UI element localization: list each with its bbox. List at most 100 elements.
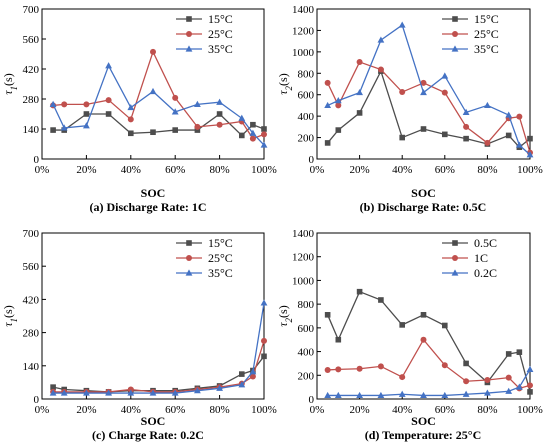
data-point [515, 383, 523, 390]
y-axis-label-sub: 2 [284, 317, 294, 322]
series-line-2 [327, 338, 531, 390]
data-point [484, 139, 491, 146]
data-point [335, 366, 342, 373]
legend-entry: 25°C [474, 27, 499, 41]
data-point [334, 391, 342, 399]
data-point [441, 391, 449, 399]
legend-entry: 35°C [208, 42, 233, 56]
y-axis-label: τ2(s) [276, 73, 294, 94]
y-tick-label: 1200 [292, 25, 315, 37]
y-axis-label-unit: (s) [276, 73, 290, 86]
data-point [324, 101, 332, 109]
legend-entry: 25°C [208, 251, 233, 265]
x-axis-label: SOC [141, 186, 166, 200]
plot-frame [316, 8, 531, 160]
data-point [60, 124, 68, 131]
x-tick-label: 20% [350, 164, 370, 176]
data-point [127, 389, 135, 396]
data-point [526, 365, 534, 372]
data-point [150, 129, 156, 136]
legend-entry: 35°C [208, 266, 233, 280]
data-point [261, 131, 267, 138]
data-point [49, 389, 57, 396]
data-point [399, 322, 405, 328]
y-tick-label: 560 [23, 261, 40, 273]
y-tick-label: 1400 [292, 4, 315, 16]
y-tick-label: 0 [309, 154, 315, 166]
legend-marker [186, 255, 192, 261]
data-point [441, 362, 448, 369]
data-point [216, 121, 223, 128]
legend-marker [186, 31, 192, 37]
data-point [377, 66, 384, 73]
legend-marker [452, 255, 458, 261]
x-tick-label: 60% [165, 164, 185, 176]
data-point [335, 102, 342, 109]
legend-entry: 35°C [474, 42, 499, 56]
data-point [398, 21, 406, 28]
y-axis-label-main: τ [1, 90, 15, 95]
data-point [216, 384, 223, 391]
data-point [399, 89, 406, 96]
data-point [505, 351, 512, 357]
x-axis-label: SOC [411, 414, 436, 428]
data-point [172, 127, 178, 133]
series-line-3 [53, 302, 265, 394]
y-tick-label: 400 [298, 111, 315, 123]
x-tick-label: 40% [121, 164, 141, 176]
data-point [261, 353, 267, 360]
data-point [484, 101, 491, 109]
x-tick-label: 60% [435, 164, 455, 176]
y-tick-label: 200 [298, 133, 315, 145]
y-axis-label: τ1(s) [1, 305, 19, 326]
data-point [216, 98, 223, 105]
data-point [462, 390, 470, 397]
x-tick-label: 0% [35, 164, 50, 176]
data-point [171, 108, 179, 115]
legend-entry: 0.2C [474, 266, 497, 280]
x-axis-label: SOC [141, 414, 166, 428]
y-axis-label-unit: (s) [1, 73, 15, 86]
data-point [324, 391, 332, 399]
y-tick-label: 600 [298, 323, 315, 335]
legend-entry: 1C [474, 251, 488, 265]
series-line-1 [327, 69, 531, 149]
data-point [484, 389, 491, 396]
data-point [420, 391, 427, 399]
x-tick-label: 40% [392, 404, 412, 416]
legend-marker [186, 16, 192, 22]
data-point [324, 140, 331, 146]
data-point [420, 88, 427, 96]
data-point [356, 59, 363, 66]
legend-entry: 15°C [474, 12, 499, 26]
data-point [334, 97, 342, 104]
data-point [399, 134, 405, 141]
y-tick-label: 200 [298, 370, 315, 382]
data-point [261, 126, 267, 132]
y-tick-label: 420 [23, 64, 40, 76]
y-tick-label: 280 [23, 328, 40, 340]
x-tick-label: 80% [477, 164, 497, 176]
data-point [516, 349, 523, 355]
x-tick-label: 100% [251, 164, 277, 176]
x-tick-label: 20% [350, 404, 370, 416]
y-tick-label: 140 [23, 124, 40, 136]
data-point [442, 322, 448, 329]
data-point [377, 36, 385, 43]
data-point [83, 389, 90, 396]
data-point [50, 127, 56, 133]
y-axis-label-main: τ [1, 322, 15, 327]
data-point [249, 373, 256, 380]
x-tick-label: 60% [435, 404, 455, 416]
data-point [127, 116, 134, 123]
panel-caption: (a) Discharge Rate: 1C [90, 200, 207, 214]
y-tick-label: 800 [298, 68, 315, 80]
data-point [356, 110, 363, 116]
plot-frame [316, 232, 531, 400]
legend-marker [452, 31, 458, 37]
y-tick-label: 0 [34, 394, 40, 406]
x-tick-label: 60% [165, 404, 185, 416]
panel-caption: (d) Temperature: 25°C [365, 428, 482, 442]
series-line-2 [53, 50, 265, 140]
